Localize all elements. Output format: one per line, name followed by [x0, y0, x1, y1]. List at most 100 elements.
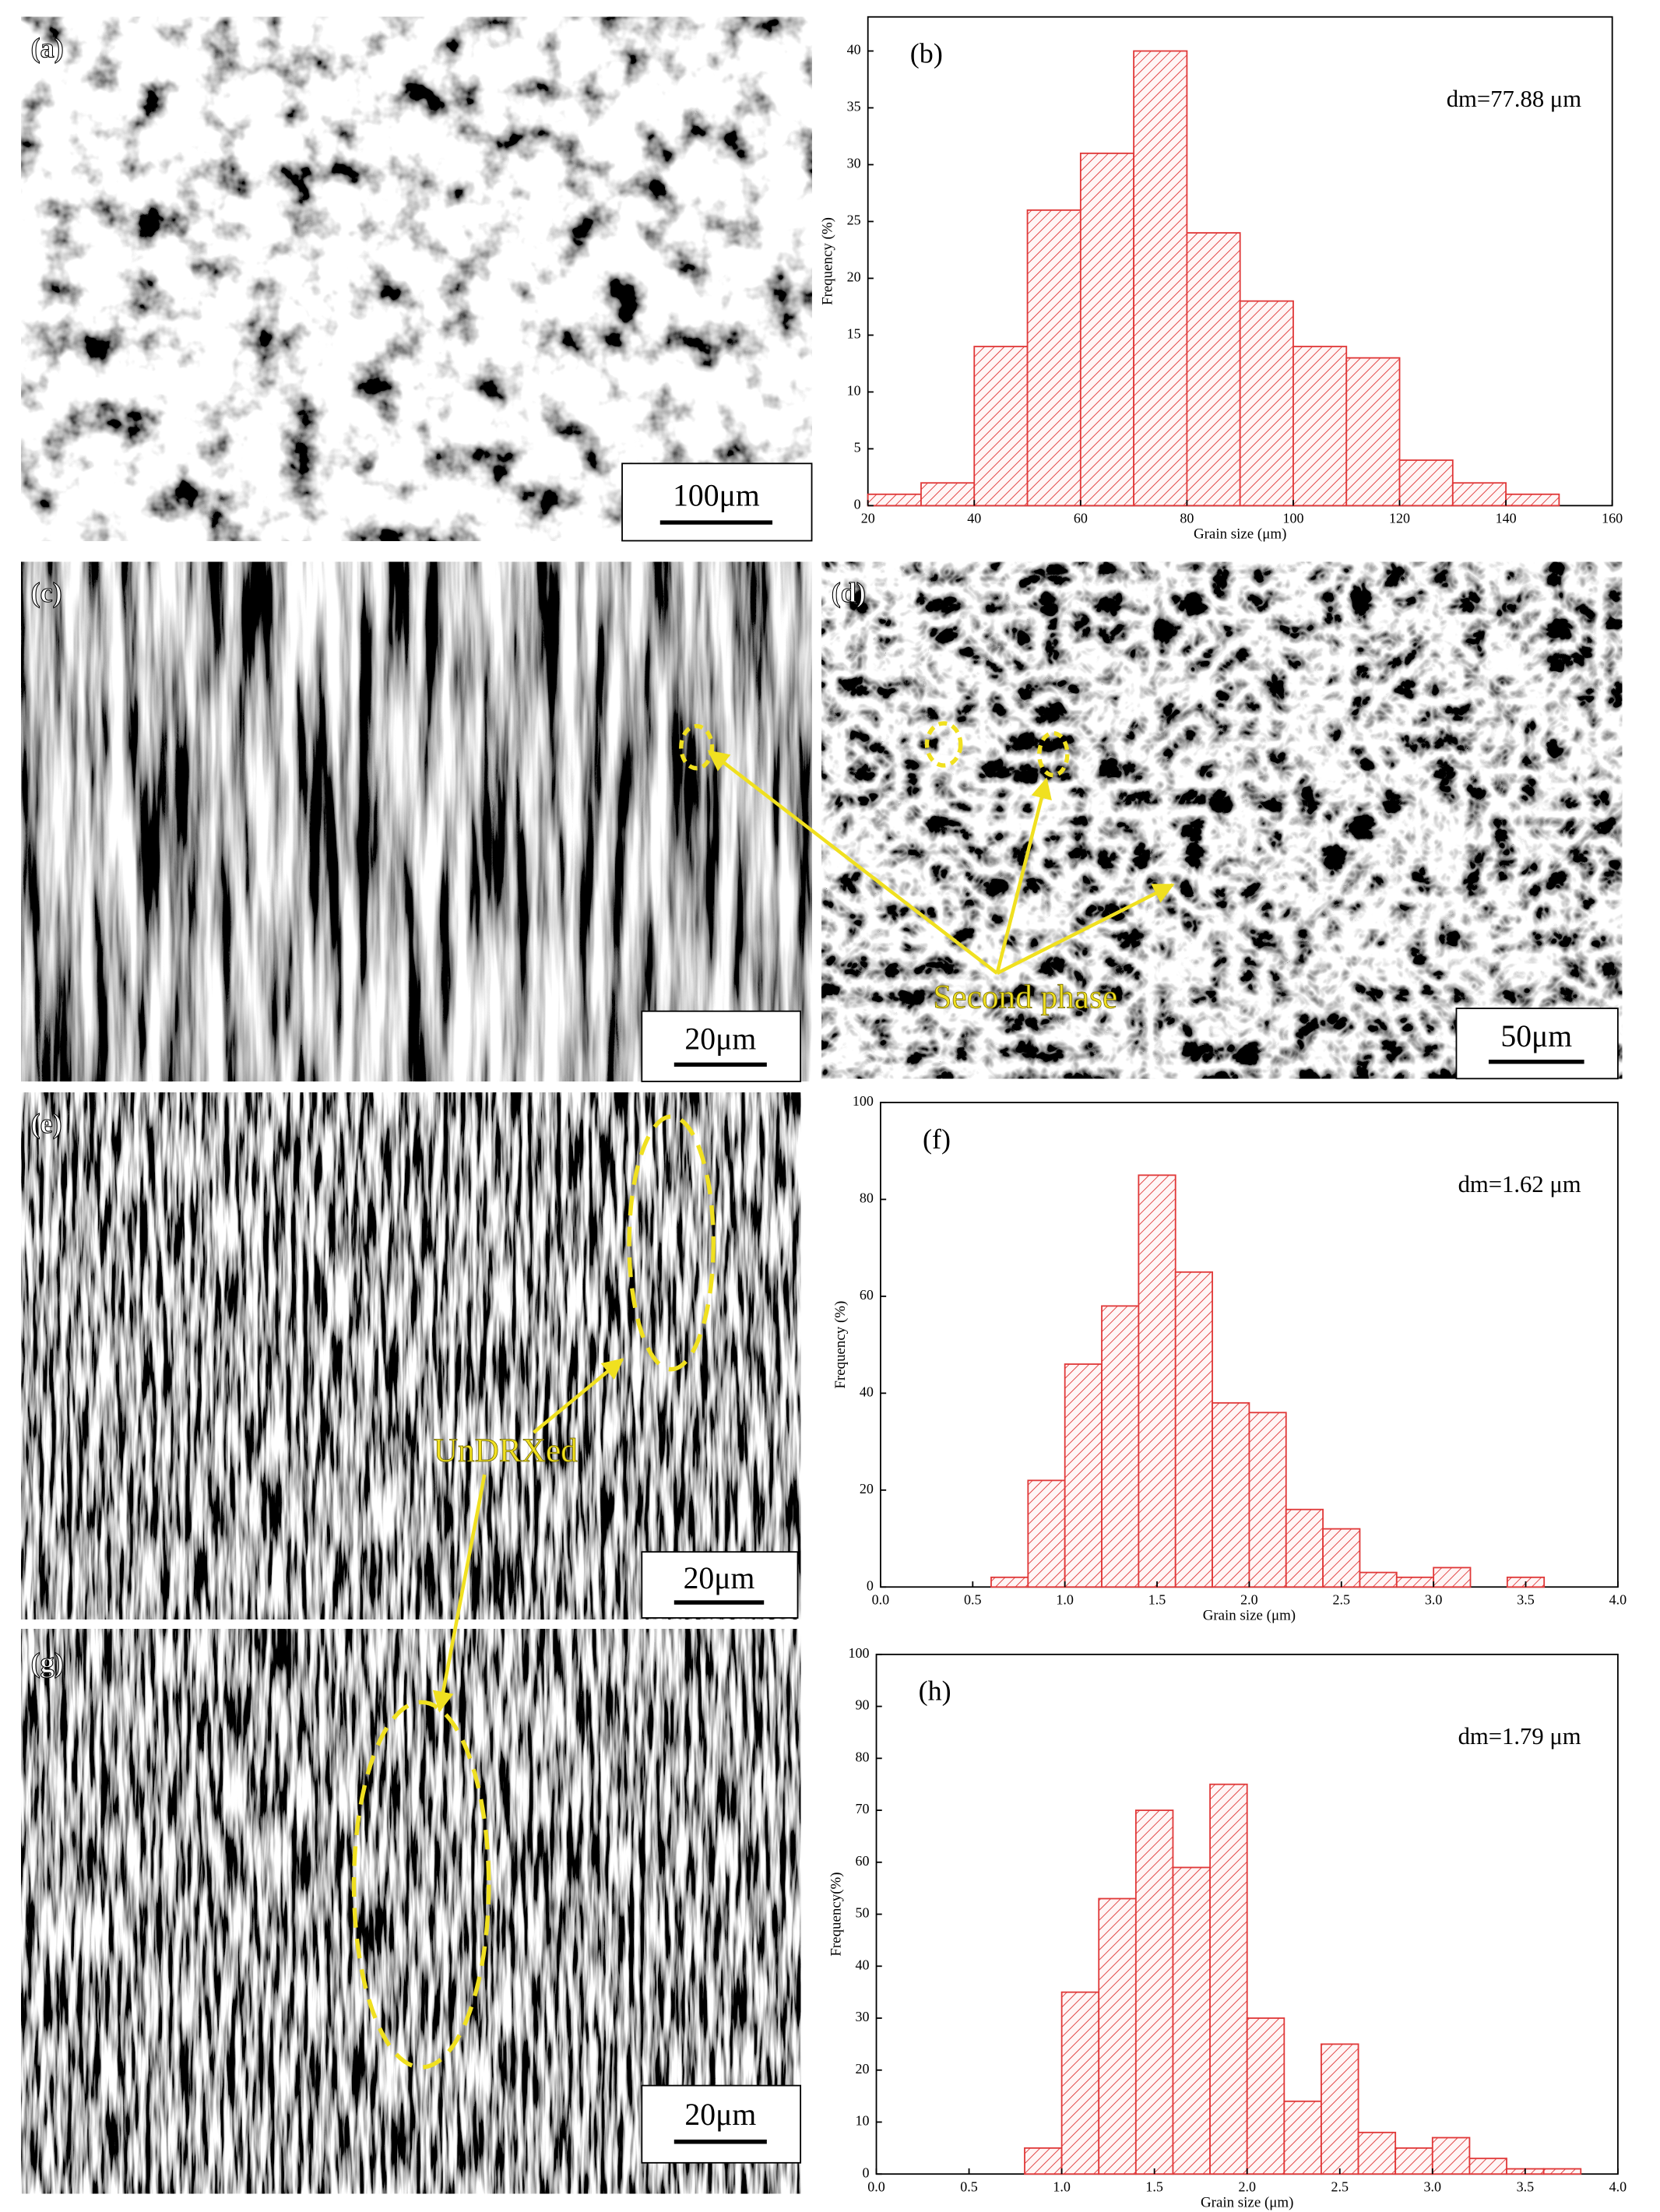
x-tick-label: 160: [1602, 511, 1623, 526]
y-tick-label: 0: [862, 2165, 869, 2180]
bar: [1101, 1305, 1140, 1588]
bar: [1134, 1809, 1174, 2175]
y-tick-label: 20: [855, 2061, 869, 2077]
bar: [1322, 1528, 1361, 1588]
y-tick-label: 30: [847, 156, 861, 171]
micrograph-d: [821, 561, 1623, 1079]
bar: [1024, 2147, 1063, 2175]
panel-label: (c): [31, 577, 62, 608]
arrow: [532, 1358, 624, 1434]
y-tick-label: 10: [855, 2113, 869, 2129]
x-tick-label: 1.5: [1148, 1591, 1166, 1607]
annotation-text: Second phase: [933, 978, 1117, 1015]
bar: [1505, 493, 1560, 507]
y-axis-title: Frequency (%): [820, 217, 836, 305]
bar: [1064, 1363, 1103, 1588]
x-tick-label: 2.0: [1240, 1591, 1258, 1607]
x-tick-label: 2.5: [1331, 2179, 1349, 2194]
x-tick-label: 80: [1180, 511, 1194, 526]
x-tick-label: 60: [1074, 511, 1088, 526]
panel-label: (d): [832, 577, 866, 608]
x-tick-label: 0.0: [872, 1591, 890, 1607]
annotation-text: UnDRXed: [434, 1432, 578, 1469]
scale-text: 20μm: [684, 1561, 755, 1595]
y-tick-label: 35: [847, 99, 861, 114]
bar: [990, 1576, 1029, 1588]
bar: [1248, 1412, 1287, 1588]
y-tick-label: 80: [860, 1190, 874, 1206]
y-tick-label: 25: [847, 213, 861, 228]
y-tick-label: 0: [854, 497, 861, 512]
scale-box: [641, 1010, 802, 1082]
y-tick-label: 20: [860, 1481, 874, 1496]
x-tick-label: 2.0: [1238, 2179, 1256, 2194]
annotations: [351, 721, 1175, 2070]
panel-label: (e): [31, 1108, 62, 1139]
y-tick-label: 40: [855, 1957, 869, 1972]
x-axis-title: Grain size (μm): [1203, 1607, 1296, 1623]
bar: [1246, 2017, 1285, 2175]
x-tick-label: 140: [1496, 511, 1517, 526]
x-tick-label: 1.0: [1053, 2179, 1071, 2194]
bar: [1398, 459, 1454, 507]
y-tick-label: 40: [847, 42, 861, 58]
panel-label: (f): [923, 1124, 951, 1155]
bar: [1027, 1479, 1066, 1588]
scale-text: 100μm: [673, 478, 760, 512]
y-tick-label: 50: [855, 1905, 869, 1921]
bar: [1395, 1576, 1435, 1588]
bar: [1394, 2147, 1433, 2175]
highlight: [627, 1114, 716, 1372]
x-axis-title: Grain size (μm): [1201, 2194, 1293, 2210]
micrograph-c: [21, 561, 812, 1081]
arrow: [995, 777, 1052, 974]
x-tick-label: 2.5: [1333, 1591, 1351, 1607]
y-axis-title: Frequency (%): [832, 1301, 849, 1389]
bar: [1186, 232, 1241, 507]
y-axis-title: Frequency(%): [828, 1872, 844, 1956]
scale-text: 20μm: [684, 1022, 756, 1057]
scale-bars: 100μm 20μm 50μm 20μm 20μm: [621, 462, 1619, 2164]
bar: [1026, 209, 1081, 507]
x-tick-label: 0.5: [960, 2179, 978, 2194]
bar: [1174, 1271, 1213, 1588]
y-tick-label: 60: [855, 1853, 869, 1869]
bar: [1133, 50, 1188, 507]
y-tick-label: 40: [860, 1384, 874, 1400]
x-tick-label: 20: [861, 511, 875, 526]
x-tick-label: 4.0: [1609, 1591, 1627, 1607]
y-tick-label: 10: [847, 383, 861, 399]
x-tick-label: 3.5: [1517, 2179, 1535, 2194]
x-tick-label: 1.5: [1145, 2179, 1163, 2194]
arrow: [996, 883, 1175, 976]
bar: [1468, 2157, 1507, 2175]
scale-text: 20μm: [684, 2098, 756, 2132]
arrow: [707, 750, 999, 975]
y-tick-label: 15: [847, 326, 861, 342]
bar: [973, 346, 1029, 507]
bar: [1138, 1174, 1176, 1588]
highlight: [679, 723, 715, 771]
y-tick-label: 100: [853, 1093, 874, 1109]
bar: [1172, 1866, 1211, 2175]
annotation: dm=1.79 μm: [1458, 1723, 1581, 1750]
y-tick-label: 80: [855, 1749, 869, 1764]
panel-label: (a): [31, 32, 64, 63]
scale-box: [1455, 1008, 1619, 1080]
bar: [1451, 482, 1507, 507]
x-tick-label: 0.0: [867, 2179, 885, 2194]
bar: [1542, 2168, 1582, 2175]
x-tick-label: 3.5: [1517, 1591, 1535, 1607]
micrograph-e: [21, 1092, 801, 1619]
micrograph-a: [21, 16, 812, 541]
y-tick-label: 30: [855, 2009, 869, 2024]
x-tick-label: 40: [967, 511, 981, 526]
y-tick-label: 70: [855, 1801, 869, 1816]
bar: [1357, 2131, 1397, 2175]
scale-box: [621, 462, 813, 542]
x-tick-label: 120: [1389, 511, 1410, 526]
annotation: dm=77.88 μm: [1447, 86, 1582, 112]
x-axis-title: Grain size (μm): [1194, 526, 1286, 543]
scale-box: [641, 1551, 799, 1619]
